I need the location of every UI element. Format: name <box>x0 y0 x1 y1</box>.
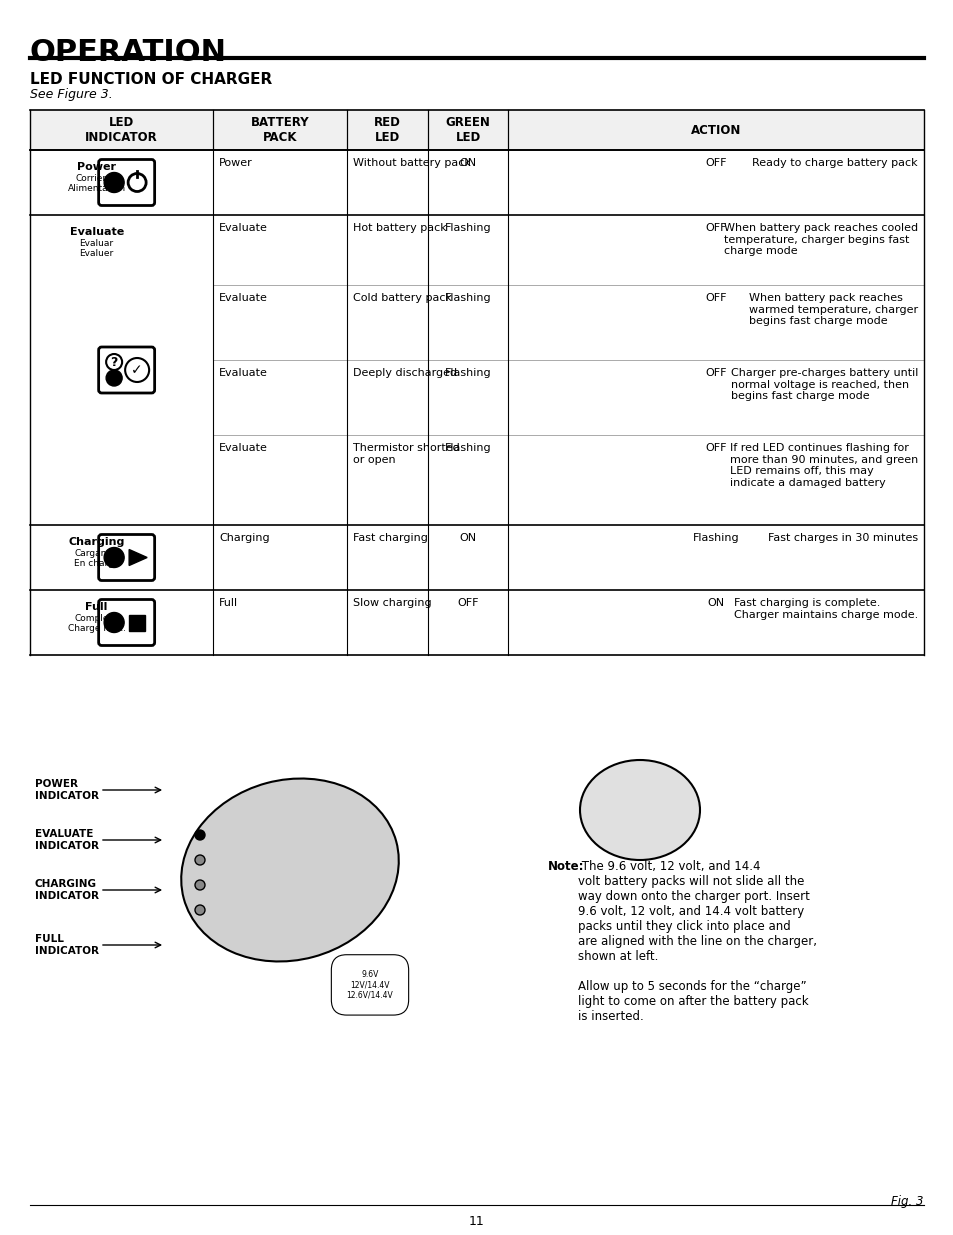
Polygon shape <box>129 550 147 566</box>
Text: ON: ON <box>707 598 724 608</box>
Text: Evaluar
Evaluer: Evaluar Evaluer <box>79 240 113 258</box>
Text: Slow charging: Slow charging <box>353 598 432 608</box>
Text: OFF: OFF <box>456 598 478 608</box>
Circle shape <box>104 173 124 193</box>
Text: ON: ON <box>459 158 476 168</box>
Text: Full: Full <box>86 601 108 613</box>
Text: Fast charging is complete.
Charger maintains charge mode.: Fast charging is complete. Charger maint… <box>733 598 917 620</box>
Text: FULL
INDICATOR: FULL INDICATOR <box>35 934 99 956</box>
Text: Without battery pack: Without battery pack <box>353 158 471 168</box>
Text: Completo
Charge max.: Completo Charge max. <box>68 614 126 634</box>
Text: Corriente
Alimentation: Corriente Alimentation <box>68 174 126 194</box>
FancyBboxPatch shape <box>98 159 154 205</box>
FancyBboxPatch shape <box>98 535 154 580</box>
Bar <box>129 615 145 631</box>
Text: Fast charging: Fast charging <box>353 534 428 543</box>
Text: Flashing: Flashing <box>444 368 491 378</box>
Circle shape <box>194 905 205 915</box>
Text: The 9.6 volt, 12 volt, and 14.4
volt battery packs will not slide all the
way do: The 9.6 volt, 12 volt, and 14.4 volt bat… <box>578 860 816 1023</box>
Text: EVALUATE
INDICATOR: EVALUATE INDICATOR <box>35 829 99 851</box>
Circle shape <box>194 855 205 864</box>
Text: Evaluate: Evaluate <box>219 293 268 303</box>
Text: Deeply discharged: Deeply discharged <box>353 368 457 378</box>
Text: Cold battery pack: Cold battery pack <box>353 293 452 303</box>
Text: Power: Power <box>77 162 116 172</box>
Text: Charging: Charging <box>69 537 125 547</box>
Text: See Figure 3.: See Figure 3. <box>30 88 112 101</box>
Text: ON: ON <box>459 534 476 543</box>
Text: Evaluate: Evaluate <box>70 227 124 237</box>
Text: GREEN
LED: GREEN LED <box>445 116 490 144</box>
Circle shape <box>104 547 124 568</box>
Text: Evaluate: Evaluate <box>219 443 268 453</box>
Text: Power: Power <box>219 158 253 168</box>
Text: If red LED continues flashing for
more than 90 minutes, and green
LED remains of: If red LED continues flashing for more t… <box>729 443 917 488</box>
FancyBboxPatch shape <box>98 347 154 393</box>
Text: Evaluate: Evaluate <box>219 368 268 378</box>
Text: Hot battery pack: Hot battery pack <box>353 224 447 233</box>
Text: Note:: Note: <box>547 860 584 873</box>
Text: Flashing: Flashing <box>692 534 739 543</box>
Text: Fig. 3: Fig. 3 <box>890 1195 923 1208</box>
Text: OFF: OFF <box>704 368 726 378</box>
Bar <box>30 110 923 149</box>
Text: ACTION: ACTION <box>690 124 740 137</box>
Text: OPERATION: OPERATION <box>30 38 227 67</box>
Text: Flashing: Flashing <box>444 293 491 303</box>
Circle shape <box>194 830 205 840</box>
Text: ?: ? <box>111 356 118 368</box>
Text: POWER
INDICATOR: POWER INDICATOR <box>35 779 99 800</box>
Text: OFF: OFF <box>704 158 726 168</box>
Text: Full: Full <box>219 598 238 608</box>
Text: Charging: Charging <box>219 534 270 543</box>
Text: When battery pack reaches cooled
temperature, charger begins fast
charge mode: When battery pack reaches cooled tempera… <box>723 224 917 256</box>
Circle shape <box>104 613 124 632</box>
Text: ✓: ✓ <box>132 363 143 377</box>
Text: LED FUNCTION OF CHARGER: LED FUNCTION OF CHARGER <box>30 72 272 86</box>
Text: OFF: OFF <box>704 224 726 233</box>
Text: CHARGING
INDICATOR: CHARGING INDICATOR <box>35 879 99 900</box>
Text: Cargando
En charge: Cargando En charge <box>73 550 119 568</box>
Text: When battery pack reaches
warmed temperature, charger
begins fast charge mode: When battery pack reaches warmed tempera… <box>748 293 917 326</box>
Text: BATTERY
PACK: BATTERY PACK <box>251 116 310 144</box>
Text: 9.6V
12V/14.4V
12.6V/14.4V: 9.6V 12V/14.4V 12.6V/14.4V <box>346 969 393 1000</box>
Text: Charger pre-charges battery until
normal voltage is reached, then
begins fast ch: Charger pre-charges battery until normal… <box>730 368 917 401</box>
Text: Flashing: Flashing <box>444 443 491 453</box>
Text: Thermistor shorted
or open: Thermistor shorted or open <box>353 443 459 464</box>
Text: OFF: OFF <box>704 443 726 453</box>
Circle shape <box>194 881 205 890</box>
Text: OFF: OFF <box>704 293 726 303</box>
Text: 11: 11 <box>469 1215 484 1228</box>
Circle shape <box>106 370 122 387</box>
Text: RED
LED: RED LED <box>374 116 400 144</box>
Text: Fast charges in 30 minutes: Fast charges in 30 minutes <box>767 534 917 543</box>
Text: Evaluate: Evaluate <box>219 224 268 233</box>
Text: Ready to charge battery pack: Ready to charge battery pack <box>752 158 917 168</box>
Ellipse shape <box>579 760 700 860</box>
Text: Flashing: Flashing <box>444 224 491 233</box>
Text: LED
INDICATOR: LED INDICATOR <box>85 116 158 144</box>
FancyBboxPatch shape <box>98 599 154 646</box>
Ellipse shape <box>181 778 398 962</box>
